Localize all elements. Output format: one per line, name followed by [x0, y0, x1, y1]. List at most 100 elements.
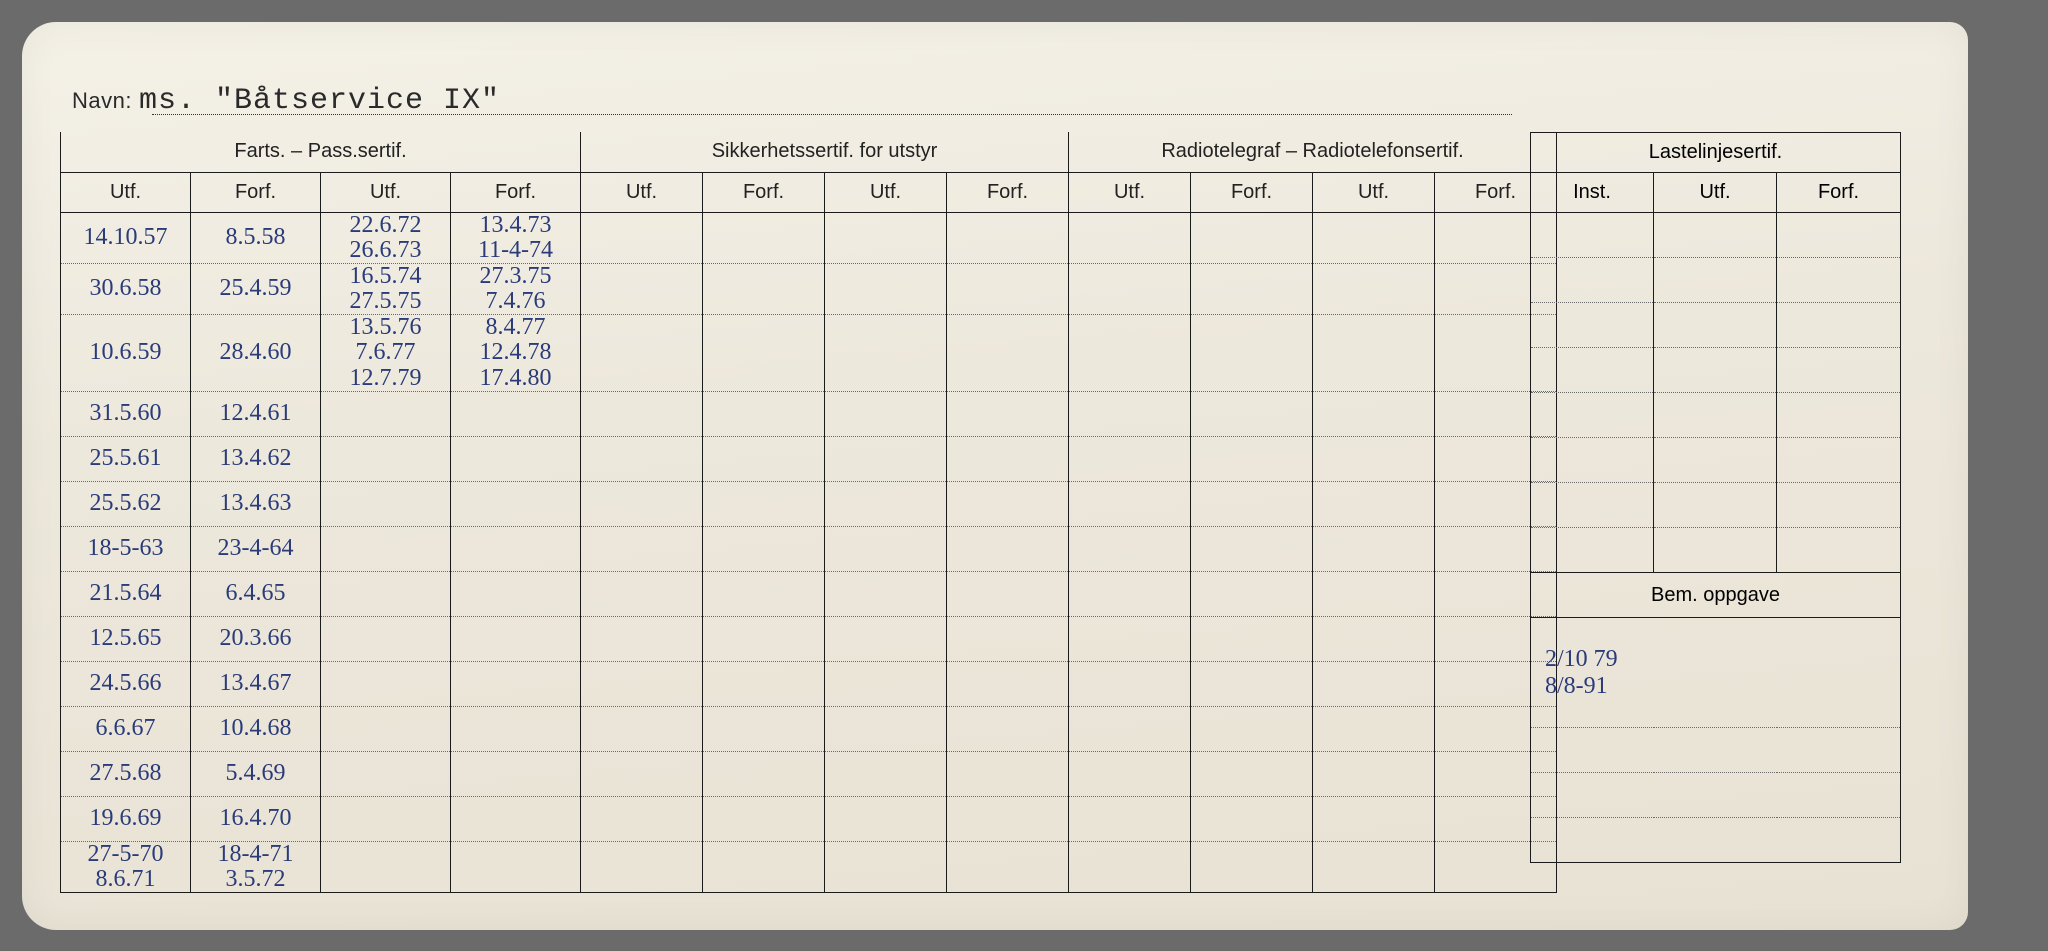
- table-cell: [703, 436, 825, 481]
- table-cell: [1069, 263, 1191, 314]
- table-cell: [947, 481, 1069, 526]
- table-cell: 13.4.63: [191, 481, 321, 526]
- table-cell: [321, 706, 451, 751]
- table-cell: [947, 391, 1069, 436]
- punch-holes: [1968, 22, 2048, 930]
- table-cell: [1531, 818, 1901, 863]
- table-cell: [1313, 315, 1435, 392]
- table-cell: [1777, 438, 1901, 483]
- table-cell: [1654, 213, 1777, 258]
- table-cell: [1777, 258, 1901, 303]
- table-cell: [581, 315, 703, 392]
- table-cell: [1531, 728, 1901, 773]
- punch-hole: [1984, 222, 2048, 274]
- navn-value: ms. "Båtservice IX": [139, 84, 500, 118]
- table-cell: [1313, 571, 1435, 616]
- table-cell: [1191, 571, 1313, 616]
- table-cell: 18-5-63: [61, 526, 191, 571]
- table-cell: [1191, 751, 1313, 796]
- table-cell: [321, 436, 451, 481]
- group-radio: Radiotelegraf – Radiotelefonsertif.: [1069, 132, 1557, 172]
- table-cell: [581, 661, 703, 706]
- table-cell: [703, 616, 825, 661]
- table-cell: [1191, 263, 1313, 314]
- table-cell: [1654, 393, 1777, 438]
- table-cell: [451, 616, 581, 661]
- group-sikkerhet: Sikkerhetssertif. for utstyr: [581, 132, 1069, 172]
- table-cell: [703, 661, 825, 706]
- table-cell: 16.4.70: [191, 796, 321, 841]
- table-cell: [1531, 213, 1654, 258]
- table-cell: [1191, 436, 1313, 481]
- table-cell: [1777, 303, 1901, 348]
- table-cell: [581, 616, 703, 661]
- table-cell: [825, 616, 947, 661]
- punch-hole: [1984, 514, 2048, 566]
- col-utf: Utf.: [825, 172, 947, 212]
- table-cell: [1191, 706, 1313, 751]
- table-cell: [1069, 571, 1191, 616]
- table-cell: [1191, 661, 1313, 706]
- navn-label: Navn:: [72, 88, 132, 113]
- table-cell: 6.4.65: [191, 571, 321, 616]
- table-cell: [1531, 348, 1654, 393]
- table-cell: [1313, 616, 1435, 661]
- table-cell: [1313, 526, 1435, 571]
- table-cell: [947, 751, 1069, 796]
- col-utf: Utf.: [1313, 172, 1435, 212]
- table-cell: [1654, 348, 1777, 393]
- table-cell: [1313, 436, 1435, 481]
- table-cell: 13.4.73 11-4-74: [451, 212, 581, 263]
- table-cell: [451, 841, 581, 892]
- table-cell: [825, 661, 947, 706]
- punch-hole: [1984, 149, 2048, 201]
- table-cell: [451, 436, 581, 481]
- navn-line: Navn: ms. "Båtservice IX": [72, 84, 500, 118]
- table-cell: 16.5.74 27.5.75: [321, 263, 451, 314]
- punch-hole: [1984, 441, 2048, 493]
- table-cell: [581, 841, 703, 892]
- table-cell: [1191, 481, 1313, 526]
- table-cell: [1654, 483, 1777, 528]
- table-cell: [703, 263, 825, 314]
- table-cell: 28.4.60: [191, 315, 321, 392]
- table-cell: [703, 751, 825, 796]
- table-cell: [581, 481, 703, 526]
- table-cell: 13.4.62: [191, 436, 321, 481]
- table-cell: [825, 481, 947, 526]
- punch-hole: [1984, 76, 2048, 128]
- table-cell: 12.4.61: [191, 391, 321, 436]
- punch-hole: [1984, 587, 2048, 639]
- table-cell: [1191, 315, 1313, 392]
- col-forf: Forf.: [1191, 172, 1313, 212]
- table-cell: [451, 706, 581, 751]
- table-cell: [1531, 258, 1654, 303]
- col-forf: Forf.: [947, 172, 1069, 212]
- table-cell: [947, 263, 1069, 314]
- table-cell: 21.5.64: [61, 571, 191, 616]
- table-cell: [451, 751, 581, 796]
- table-cell: [1777, 393, 1901, 438]
- table-cell: [703, 706, 825, 751]
- table-cell: [1069, 481, 1191, 526]
- table-cell: [451, 571, 581, 616]
- table-cell: [1069, 616, 1191, 661]
- table-cell: [1191, 391, 1313, 436]
- col-utf: Utf.: [61, 172, 191, 212]
- table-cell: [947, 661, 1069, 706]
- laste-table: Lastelinjesertif. Inst. Utf. Forf. Bem. …: [1530, 132, 1901, 863]
- table-cell: 18-4-71 3.5.72: [191, 841, 321, 892]
- table-cell: 8.5.58: [191, 212, 321, 263]
- table-cell: [581, 796, 703, 841]
- col-utf: Utf.: [581, 172, 703, 212]
- table-cell: [1531, 438, 1654, 483]
- table-cell: [825, 751, 947, 796]
- table-cell: [1069, 751, 1191, 796]
- table-cell: [947, 841, 1069, 892]
- table-cell: [1069, 212, 1191, 263]
- table-cell: 10.6.59: [61, 315, 191, 392]
- bem-entries: 2/10 798/8-91: [1531, 618, 1901, 728]
- table-cell: [1313, 841, 1435, 892]
- table-cell: [1531, 393, 1654, 438]
- table-cell: [321, 661, 451, 706]
